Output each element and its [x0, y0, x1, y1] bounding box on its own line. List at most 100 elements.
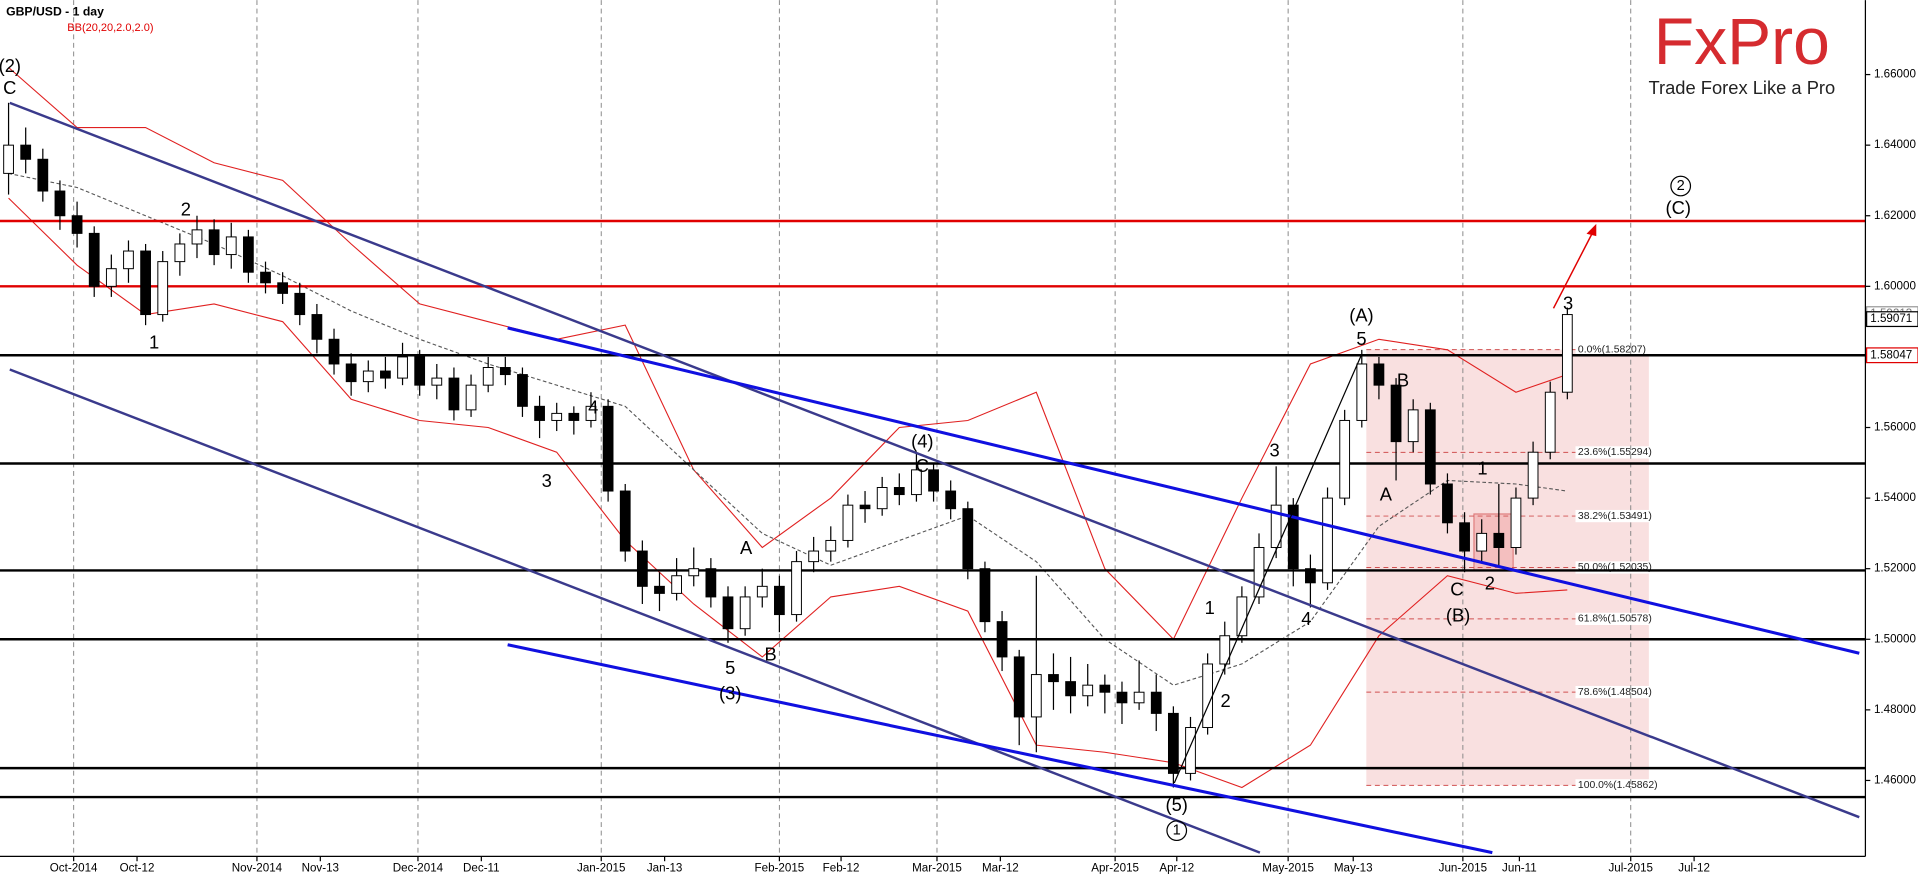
candle-body [568, 412, 580, 421]
candle-body [534, 405, 545, 421]
x-tick-label: Jun-2015 [1439, 862, 1487, 875]
candle-body [294, 292, 306, 316]
candle-body [311, 314, 323, 340]
x-tick-label: Apr-12 [1159, 862, 1194, 875]
candle-body [1390, 384, 1402, 443]
candle-body [1305, 568, 1316, 584]
candle-body [1322, 497, 1333, 584]
candle-body [1082, 684, 1094, 697]
fib-label-bg [1575, 446, 1654, 459]
candle-body [1236, 596, 1248, 637]
candle-body [499, 367, 511, 376]
candle-body [157, 261, 169, 316]
candle-body [654, 585, 665, 594]
wave-label: (C) [1666, 197, 1691, 218]
candle-body [1219, 635, 1231, 665]
wave-line [1173, 354, 1362, 784]
wave-label: 3 [1269, 439, 1279, 460]
fib-label: 61.8%(1.50578) [1578, 614, 1652, 625]
candle-body [979, 568, 991, 623]
candle-body [174, 243, 186, 263]
candle-body [225, 236, 237, 256]
candle-body [911, 469, 922, 496]
candle-body [1544, 391, 1556, 453]
price-marker-box [1866, 311, 1918, 328]
x-tick-label: Jun-11 [1502, 862, 1537, 875]
candle-body [1013, 656, 1025, 718]
candle-body [705, 568, 717, 598]
wave-label: 4 [588, 396, 598, 417]
wave-label: (B) [1446, 604, 1470, 625]
fib-label-bg [1575, 343, 1654, 356]
candle-body [37, 158, 49, 192]
candle-body [1150, 691, 1162, 714]
candle-body [345, 363, 357, 383]
candle-body [380, 370, 391, 379]
wave-label: 2 [1485, 573, 1495, 594]
candle-body [1407, 409, 1419, 443]
x-tick-label: Jul-2015 [1608, 862, 1653, 875]
candle-body [1133, 691, 1145, 704]
trend-line [507, 326, 1860, 655]
candle-body [71, 215, 83, 234]
x-tick-label: Oct-12 [120, 862, 155, 875]
candle-body [1459, 522, 1470, 552]
candle-body [242, 236, 254, 273]
wave-label: C [3, 77, 16, 98]
wave-label: (5) [1166, 794, 1188, 815]
channel-line [9, 368, 1261, 854]
chart-title: GBP/USD - 1 day [6, 5, 104, 19]
x-tick-label: Dec-2014 [393, 862, 444, 875]
fib-label-bg [1575, 685, 1654, 699]
candle-body [1356, 363, 1368, 421]
candle-body [671, 575, 682, 594]
candle-body [3, 144, 14, 174]
candle-body [1048, 674, 1059, 683]
wave-label: 2 [1677, 178, 1685, 194]
fib-label: 100.0%(1.45862) [1578, 780, 1658, 791]
candle-body [1116, 691, 1128, 704]
y-tick-label: 1.62000 [1874, 209, 1916, 222]
candle-body [123, 250, 134, 270]
x-tick-label: Jan-13 [647, 862, 683, 875]
wave-label: 2 [181, 198, 191, 219]
candle-body [517, 374, 528, 407]
candle-body [328, 338, 340, 365]
fib-label: 23.6%(1.55294) [1578, 447, 1652, 458]
candle-body [397, 356, 408, 379]
y-tick-label: 1.60000 [1874, 279, 1916, 292]
wave-label: 1 [1477, 458, 1487, 479]
y-tick-label: 1.64000 [1874, 138, 1916, 151]
y-tick-label: 1.48000 [1874, 703, 1916, 716]
wave-label: 2 [1221, 690, 1231, 711]
wave-label: (3) [719, 683, 741, 704]
candle-body [260, 271, 271, 284]
candle-body [1030, 674, 1042, 718]
fib-label: 78.6%(1.48504) [1578, 687, 1652, 698]
x-tick-label: Mar-12 [982, 862, 1019, 875]
candle-body [1493, 532, 1505, 548]
candle-body [791, 561, 802, 616]
fib-label-bg [1575, 612, 1654, 625]
candle-body [962, 508, 974, 570]
candle-body [54, 190, 66, 217]
candle-body [277, 282, 289, 294]
x-tick-label: Jan-2015 [577, 862, 625, 875]
candle-body [1099, 684, 1111, 693]
candle-body [825, 539, 837, 552]
x-tick-label: Feb-12 [823, 862, 860, 875]
fib-label: 0.0%(1.58207) [1578, 344, 1646, 355]
x-tick-label: Nov-2014 [232, 862, 283, 875]
x-tick-label: Feb-2015 [755, 862, 805, 875]
level-label-box [1866, 347, 1918, 364]
candle-body [1442, 483, 1453, 524]
candle-body [1561, 314, 1573, 393]
candle-body [619, 490, 631, 552]
candle-body [808, 550, 820, 563]
arrow-head [1586, 223, 1597, 237]
candle-body [1253, 547, 1265, 598]
wave-label: 5 [1356, 328, 1366, 349]
candle-body [585, 405, 597, 421]
wave-label: C [1450, 579, 1463, 600]
candle-body [448, 377, 460, 411]
